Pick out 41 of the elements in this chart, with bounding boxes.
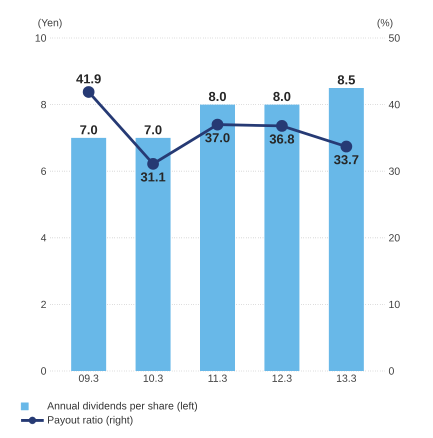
point [340,140,352,152]
data-label: 7.0 [80,125,98,134]
y-tick-label: 10 [36,34,46,42]
x-tick-label: 09.3 [78,374,98,382]
data-label: 31.1 [140,172,166,182]
y-tick-label: 6 [41,168,46,175]
bar [264,104,300,371]
y2-tick-label: 10 [389,300,400,308]
y2-tick-label: 40 [388,100,400,108]
data-label: 7.0 [144,125,162,134]
data-label: 8.0 [273,92,290,102]
y-tick-label: 0 [41,367,46,375]
legend-label: Annual dividends per share (left) [47,402,198,412]
x-tick-label: 13.3 [336,374,356,382]
point [212,118,224,130]
data-label: 8.0 [208,92,226,102]
point [82,86,95,98]
y2-tick-label: 20 [389,234,400,242]
y-tick-label: 4 [40,234,46,242]
x-tick-label: 10.3 [144,374,163,382]
point [147,158,159,170]
y-axis-title: (Yen) [38,18,62,28]
bar [71,138,106,371]
bar [200,104,235,371]
data-label: 41.9 [76,74,101,84]
data-label: 37.0 [205,133,230,142]
x-tick-label: 11.3 [208,374,227,382]
data-label: 33.7 [334,155,358,164]
y2-axis-title: (%) [378,18,392,28]
x-tick-label: 12.3 [272,374,292,382]
y2-tick-label: 50 [388,34,400,42]
data-label: 36.8 [270,134,294,144]
bar [136,138,171,371]
point [276,120,288,132]
y2-tick-label: 30 [388,168,400,175]
y-tick-label: 8 [41,100,46,108]
y-tick-label: 2 [41,300,46,308]
bar [328,88,364,371]
data-label: 8.5 [338,75,355,84]
legend-label: Payout ratio (right) [48,416,133,426]
y2-tick-label: 0 [388,367,394,375]
